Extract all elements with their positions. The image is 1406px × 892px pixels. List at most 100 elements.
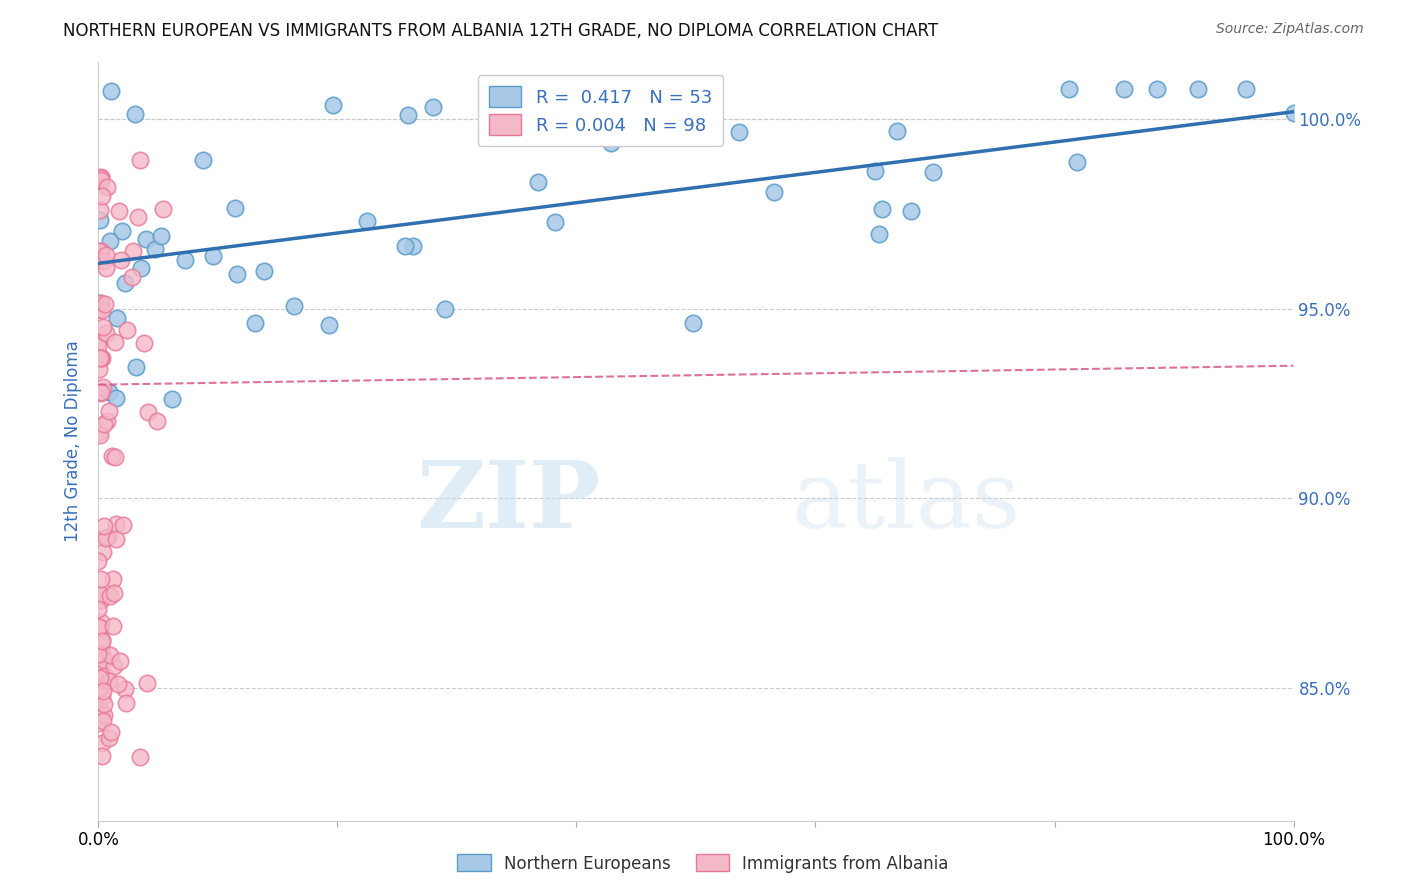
Point bbox=[93, 708, 115, 723]
Point bbox=[401, 239, 423, 253]
Point bbox=[129, 750, 152, 764]
Point bbox=[90, 169, 112, 184]
Point bbox=[87, 681, 110, 696]
Point bbox=[87, 554, 110, 568]
Point bbox=[104, 450, 127, 465]
Point bbox=[97, 673, 120, 688]
Point bbox=[87, 362, 110, 376]
Point bbox=[90, 615, 112, 629]
Point bbox=[124, 107, 146, 121]
Point bbox=[90, 593, 112, 607]
Point bbox=[90, 639, 112, 653]
Point bbox=[129, 261, 152, 276]
Point bbox=[526, 176, 548, 190]
Point bbox=[96, 261, 118, 276]
Point bbox=[125, 360, 148, 375]
Point bbox=[121, 270, 143, 285]
Point bbox=[868, 227, 890, 242]
Point bbox=[89, 244, 111, 258]
Point bbox=[90, 172, 112, 186]
Point bbox=[763, 186, 786, 200]
Point bbox=[93, 652, 115, 666]
Point bbox=[93, 697, 115, 711]
Point bbox=[111, 518, 134, 533]
Point bbox=[89, 588, 111, 602]
Point bbox=[90, 384, 112, 399]
Text: atlas: atlas bbox=[792, 458, 1021, 547]
Point bbox=[115, 696, 138, 710]
Point bbox=[103, 586, 125, 600]
Point bbox=[89, 428, 111, 442]
Point bbox=[90, 633, 112, 648]
Point bbox=[1234, 82, 1257, 96]
Point bbox=[89, 425, 111, 439]
Point bbox=[1146, 82, 1168, 96]
Point bbox=[90, 385, 112, 400]
Point bbox=[93, 253, 115, 268]
Point bbox=[103, 658, 125, 673]
Point bbox=[675, 114, 697, 128]
Point bbox=[89, 670, 111, 684]
Point bbox=[149, 229, 172, 244]
Point bbox=[89, 703, 111, 717]
Point bbox=[121, 244, 143, 258]
Point bbox=[100, 724, 122, 739]
Point bbox=[96, 180, 118, 194]
Point bbox=[93, 669, 115, 683]
Point bbox=[1057, 82, 1080, 96]
Point bbox=[728, 125, 751, 139]
Point bbox=[356, 214, 378, 228]
Point bbox=[318, 318, 340, 332]
Point bbox=[160, 392, 183, 406]
Point bbox=[100, 235, 122, 249]
Point bbox=[91, 303, 114, 318]
Point bbox=[104, 335, 127, 350]
Point bbox=[870, 202, 893, 216]
Point bbox=[136, 405, 159, 419]
Point bbox=[91, 189, 114, 203]
Point bbox=[101, 572, 124, 586]
Point bbox=[202, 249, 225, 263]
Point bbox=[90, 707, 112, 722]
Point bbox=[283, 299, 305, 313]
Point bbox=[191, 153, 214, 167]
Point bbox=[225, 267, 247, 281]
Point bbox=[89, 296, 111, 310]
Point bbox=[105, 311, 128, 326]
Point bbox=[127, 210, 149, 224]
Point bbox=[105, 532, 128, 546]
Point bbox=[115, 323, 138, 337]
Point bbox=[90, 573, 112, 587]
Point bbox=[100, 84, 122, 98]
Point bbox=[89, 203, 111, 218]
Point bbox=[434, 301, 457, 316]
Point bbox=[600, 136, 623, 150]
Point bbox=[134, 335, 156, 350]
Text: Source: ZipAtlas.com: Source: ZipAtlas.com bbox=[1216, 22, 1364, 37]
Point bbox=[90, 244, 112, 259]
Point bbox=[90, 351, 112, 365]
Point bbox=[93, 544, 115, 558]
Point bbox=[98, 731, 121, 746]
Point bbox=[1187, 82, 1209, 96]
Point bbox=[89, 715, 111, 730]
Point bbox=[152, 202, 174, 216]
Point bbox=[922, 165, 945, 179]
Point bbox=[96, 248, 118, 262]
Text: NORTHERN EUROPEAN VS IMMIGRANTS FROM ALBANIA 12TH GRADE, NO DIPLOMA CORRELATION : NORTHERN EUROPEAN VS IMMIGRANTS FROM ALB… bbox=[63, 22, 938, 40]
Point bbox=[114, 682, 136, 697]
Point bbox=[87, 620, 110, 634]
Point bbox=[94, 296, 117, 310]
Point bbox=[98, 589, 121, 603]
Point bbox=[110, 654, 132, 668]
Point bbox=[87, 648, 110, 662]
Point bbox=[90, 351, 112, 365]
Point bbox=[253, 264, 276, 278]
Point bbox=[174, 252, 197, 267]
Point bbox=[90, 736, 112, 750]
Point bbox=[89, 621, 111, 635]
Point bbox=[104, 391, 127, 405]
Point bbox=[91, 633, 114, 648]
Point bbox=[527, 87, 550, 101]
Point bbox=[90, 587, 112, 601]
